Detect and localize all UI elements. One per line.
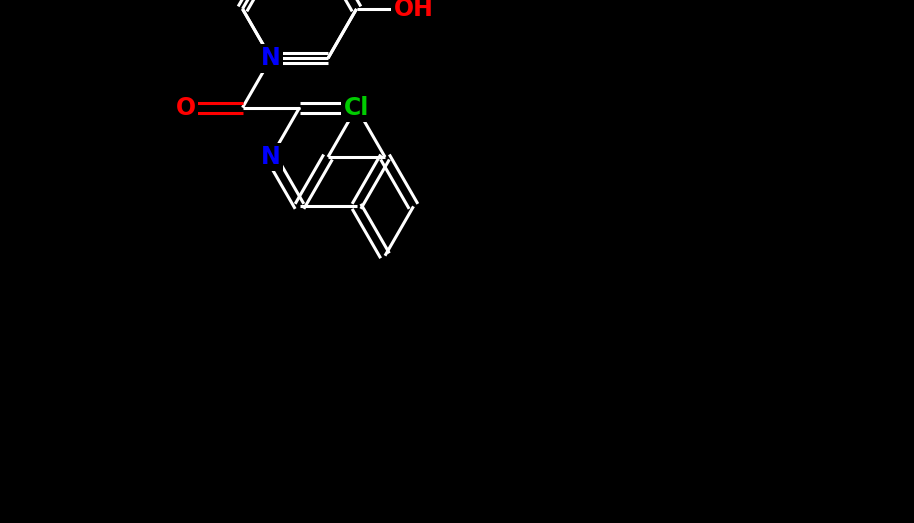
Text: N: N bbox=[261, 46, 281, 70]
Text: Cl: Cl bbox=[344, 96, 369, 120]
Text: OH: OH bbox=[394, 0, 433, 21]
Text: O: O bbox=[175, 96, 196, 120]
Text: N: N bbox=[261, 145, 281, 169]
Text: N: N bbox=[261, 46, 281, 70]
